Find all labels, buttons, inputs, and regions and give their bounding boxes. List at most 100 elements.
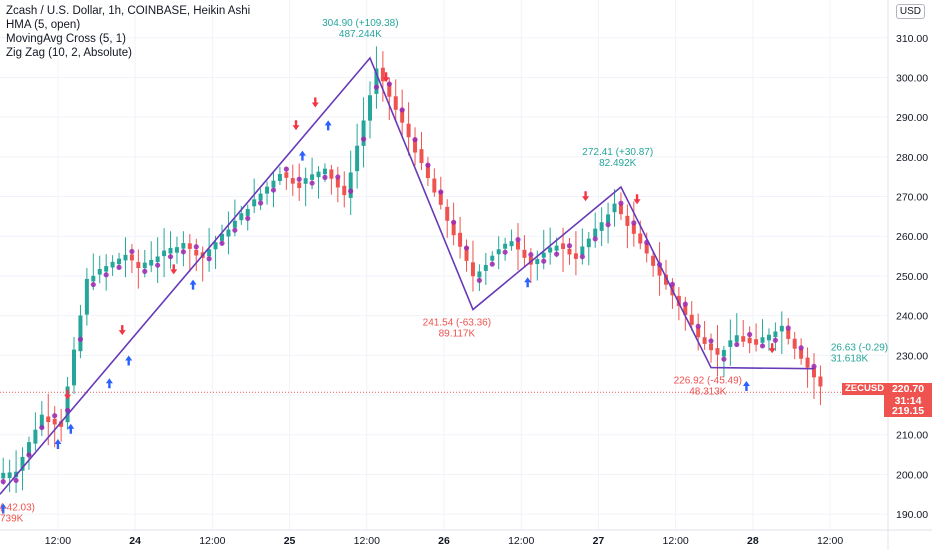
y-tick-label: 270.00 <box>896 192 928 204</box>
symbol-tag: ZECUSD <box>842 383 888 395</box>
candle-body <box>368 95 372 121</box>
hma-dot <box>64 407 71 413</box>
candle-body <box>535 259 540 265</box>
hma-dot <box>528 252 534 258</box>
candle <box>213 235 218 269</box>
candle <box>65 376 70 430</box>
candle-body <box>425 164 430 179</box>
candle-body <box>580 246 585 256</box>
candle-body <box>207 249 212 257</box>
candle-body <box>683 305 688 316</box>
candle <box>78 304 83 359</box>
y-tick-label: 230.00 <box>896 350 928 362</box>
candle <box>136 249 141 289</box>
candle <box>149 241 154 273</box>
hma-dot <box>425 162 431 168</box>
sell-arrow-icon <box>118 325 126 336</box>
candle-body <box>187 243 192 249</box>
candle-body <box>721 349 726 357</box>
hma-dot <box>747 331 753 338</box>
hma-dot <box>373 84 380 90</box>
candle <box>760 319 765 348</box>
candle-body <box>747 337 752 344</box>
candle-body <box>342 185 347 196</box>
candle <box>786 318 791 345</box>
x-tick-label: 24 <box>129 535 141 547</box>
candle-body <box>117 258 122 265</box>
candle-body <box>168 247 173 254</box>
candle-body <box>618 204 623 215</box>
candle-body <box>419 149 424 164</box>
candle <box>805 347 810 388</box>
hma-dot <box>772 337 778 343</box>
y-tick-label: 240.00 <box>896 311 928 323</box>
hma-dot <box>155 262 161 268</box>
y-tick-label: 260.00 <box>896 231 928 243</box>
candle-body <box>84 278 89 315</box>
candle <box>297 163 302 201</box>
sell-arrow-icon <box>64 389 72 400</box>
candle <box>14 450 19 493</box>
hma-dot <box>695 323 701 329</box>
buy-arrow-icon <box>0 503 7 514</box>
hma-dot <box>167 254 174 260</box>
candle-body <box>779 325 784 332</box>
hma-dot <box>631 220 637 226</box>
hma-dot <box>52 413 58 419</box>
candle-body <box>741 336 746 342</box>
candle-body <box>277 174 282 181</box>
x-tick-label: 28 <box>747 535 759 547</box>
candle-body <box>361 120 366 146</box>
candle-body <box>522 249 527 258</box>
candle <box>702 320 707 350</box>
sell-arrow-icon <box>768 343 776 354</box>
candle <box>361 97 366 168</box>
hma-dot <box>438 189 444 195</box>
candle-body <box>310 174 315 180</box>
hma-dot <box>309 180 315 186</box>
candle-body <box>142 262 147 269</box>
candle-body <box>561 243 566 249</box>
candle <box>612 189 617 227</box>
candle <box>696 313 701 351</box>
candle-body <box>516 241 520 250</box>
signals <box>0 72 776 514</box>
candle <box>625 204 630 249</box>
hma-dot <box>476 277 482 283</box>
last-price-tag: 220.70 <box>884 383 932 395</box>
candle-body <box>220 233 224 241</box>
candle <box>812 353 816 399</box>
candle <box>316 166 321 199</box>
y-tick-label: 190.00 <box>896 509 928 521</box>
hma-dot <box>605 222 611 228</box>
hma-dot <box>451 219 457 225</box>
candle-body <box>110 261 115 268</box>
sell-arrow-icon <box>633 194 641 205</box>
hma-dot <box>90 281 96 288</box>
hma-dot <box>116 264 122 270</box>
candle <box>773 322 778 351</box>
candle-body <box>348 172 353 198</box>
buy-arrow-icon <box>67 423 75 434</box>
sell-arrow-icon <box>582 191 590 202</box>
hma-dot <box>515 236 521 243</box>
hma-dot <box>258 200 264 206</box>
candle-body <box>689 314 694 325</box>
hma-dot <box>669 281 676 287</box>
candle <box>187 234 192 272</box>
candle-body <box>509 241 514 247</box>
candle-body <box>638 233 643 244</box>
candle <box>368 81 372 139</box>
pivot-label: 89.117K <box>439 329 476 340</box>
candle <box>509 229 514 251</box>
hma-dot <box>682 301 688 307</box>
currency-badge[interactable]: USD <box>895 4 925 19</box>
hma-dot <box>129 248 135 255</box>
x-tick-label: 12:00 <box>508 535 534 547</box>
candle-body <box>65 386 70 423</box>
hma-dot <box>219 240 225 246</box>
candle-body <box>104 266 109 272</box>
candle-body <box>586 238 591 248</box>
